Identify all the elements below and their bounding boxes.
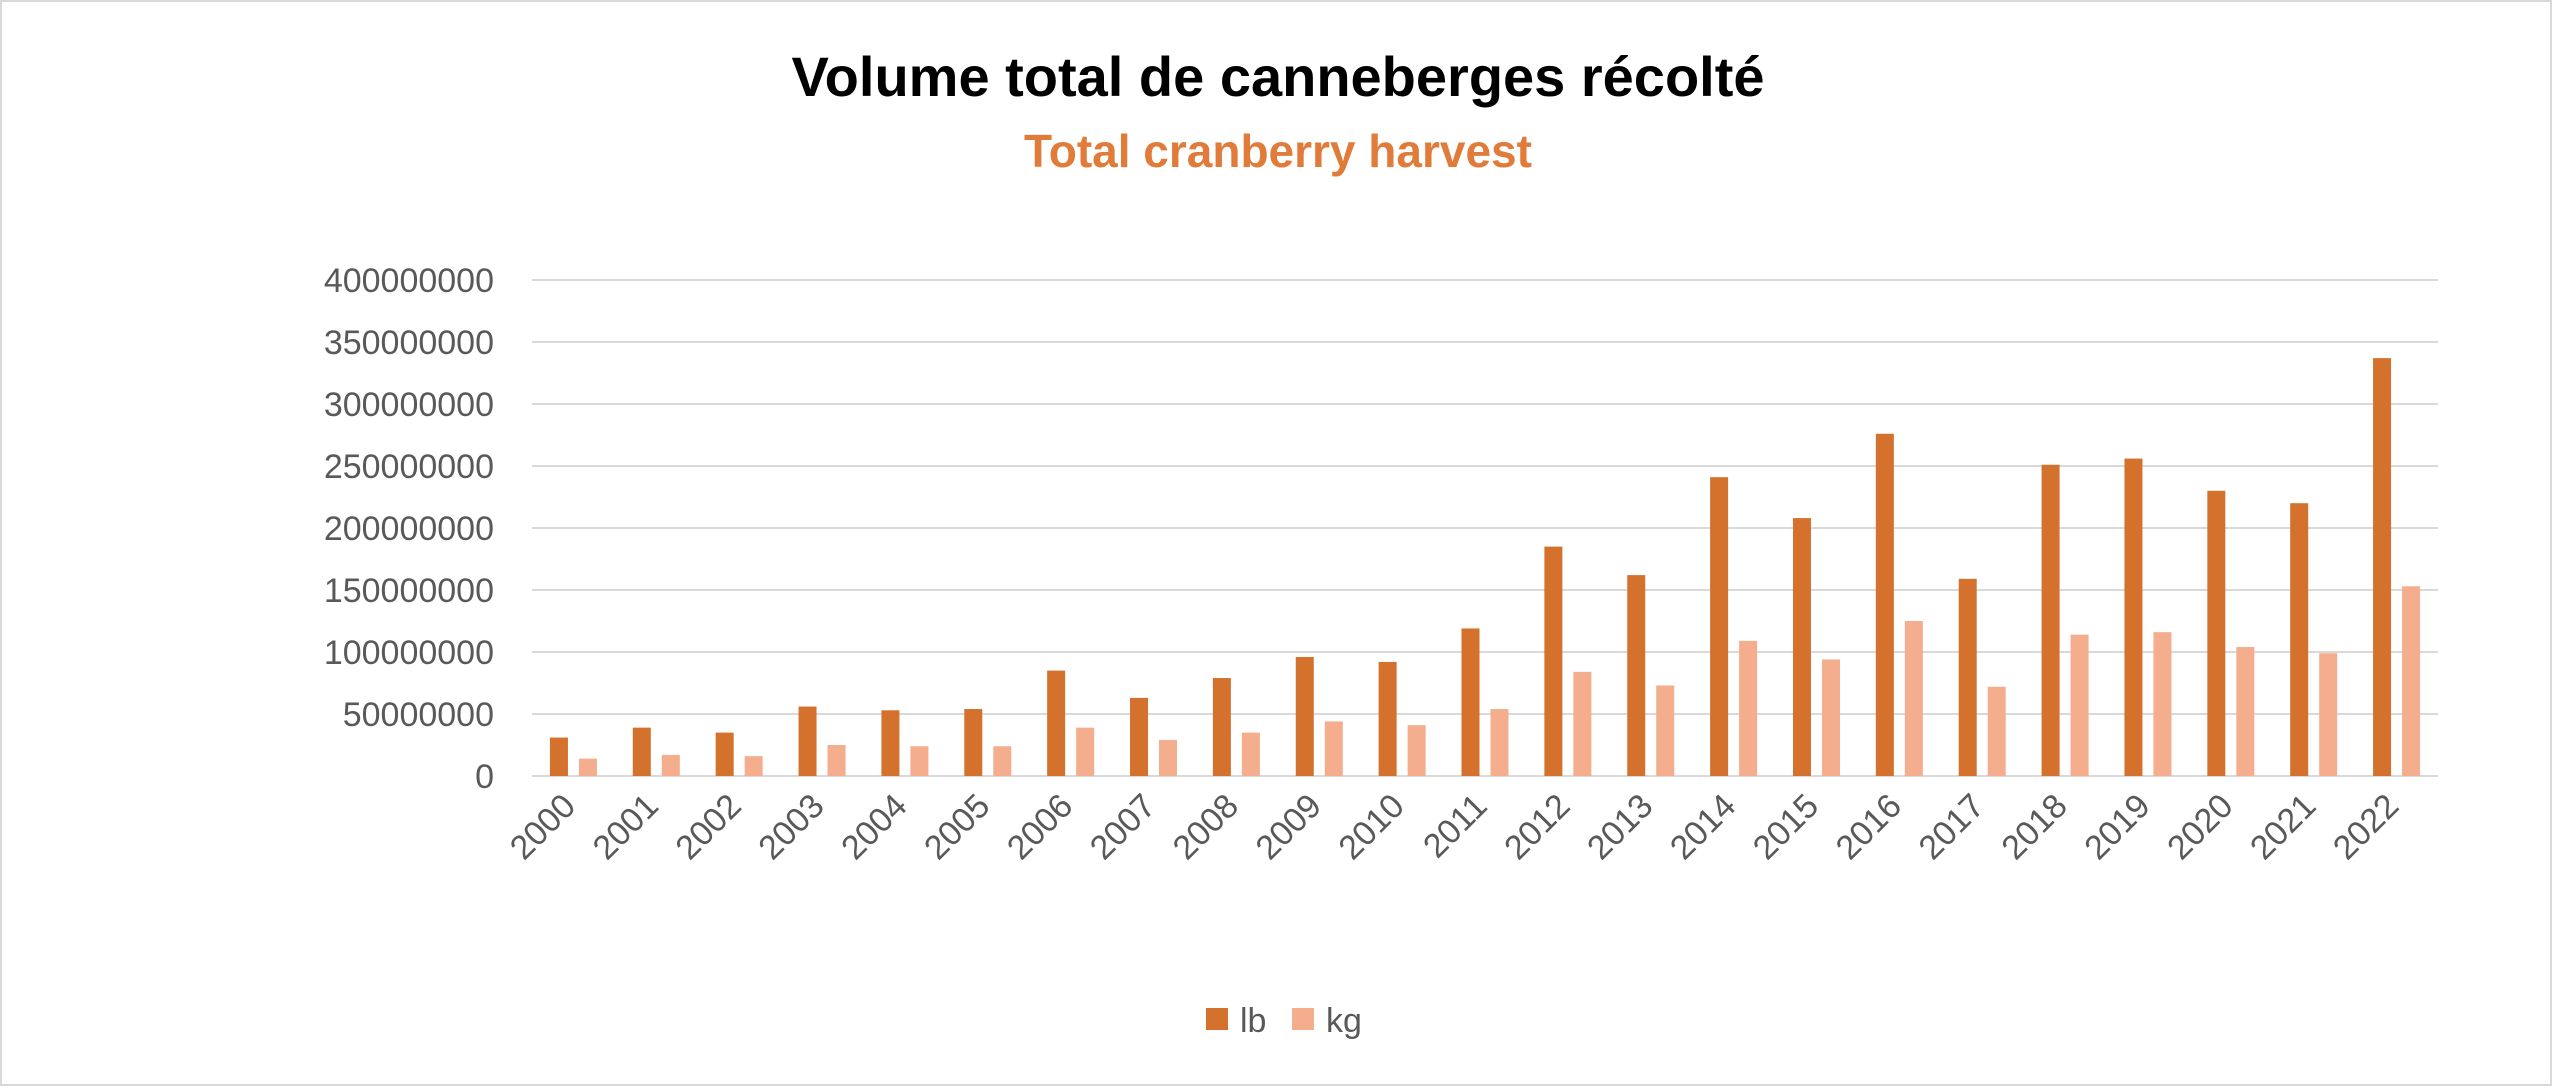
bar-kg-2003 xyxy=(827,745,846,776)
bar-lb-2009 xyxy=(1295,656,1314,776)
bar-kg-2006 xyxy=(1076,727,1095,776)
bar-kg-2017 xyxy=(1987,686,2006,776)
legend-label-kg: kg xyxy=(1326,1002,1362,1040)
bar-lb-2007 xyxy=(1130,697,1149,776)
gridlines xyxy=(532,279,2438,777)
legend: lb kg xyxy=(1206,1002,1362,1040)
bar-lb-2002 xyxy=(715,732,734,776)
y-tick-label: 200000000 xyxy=(324,510,494,548)
x-tick-label: 2021 xyxy=(2243,787,2323,867)
bar-lb-2019 xyxy=(2124,458,2143,776)
bar-kg-2005 xyxy=(993,746,1012,776)
bar-lb-2022 xyxy=(2373,358,2392,776)
bar-kg-2012 xyxy=(1573,671,1592,776)
x-tick-label: 2004 xyxy=(834,787,914,867)
x-tick-label: 2005 xyxy=(917,787,997,867)
bar-lb-2005 xyxy=(964,709,983,776)
bar-lb-2013 xyxy=(1627,575,1646,776)
x-tick-label: 2003 xyxy=(751,787,831,867)
chart-subtitle: Total cranberry harvest xyxy=(1024,125,1532,177)
bar-lb-2021 xyxy=(2290,503,2309,776)
x-tick-label: 2022 xyxy=(2326,787,2406,867)
x-tick-label: 2000 xyxy=(503,787,583,867)
x-tick-label: 2020 xyxy=(2160,787,2240,867)
y-axis-tick-labels: 0 50000000 100000000 150000000 200000000 2500… xyxy=(324,262,494,796)
legend-swatch-lb xyxy=(1206,1008,1228,1030)
bar-lb-2000 xyxy=(549,737,568,776)
bar-kg-2014 xyxy=(1739,640,1758,776)
y-tick-label: 250000000 xyxy=(324,448,494,486)
x-tick-label: 2019 xyxy=(2077,787,2157,867)
x-tick-label: 2017 xyxy=(1912,787,1992,867)
bar-kg-2007 xyxy=(1159,740,1178,776)
legend-label-lb: lb xyxy=(1240,1002,1266,1040)
bar-kg-2013 xyxy=(1656,685,1675,776)
bar-lb-2011 xyxy=(1461,628,1480,776)
bar-lb-2010 xyxy=(1378,661,1397,776)
y-tick-label: 300000000 xyxy=(324,386,494,424)
x-tick-label: 2009 xyxy=(1249,787,1329,867)
bar-kg-2002 xyxy=(744,756,763,776)
x-tick-label: 2001 xyxy=(586,787,666,867)
y-tick-label: 350000000 xyxy=(324,324,494,362)
y-tick-label: 50000000 xyxy=(343,696,494,734)
bar-kg-2009 xyxy=(1324,721,1343,776)
bar-lb-2014 xyxy=(1710,477,1729,776)
bar-kg-2021 xyxy=(2319,653,2338,776)
y-tick-label: 0 xyxy=(475,758,494,796)
bar-kg-2011 xyxy=(1490,709,1509,776)
bar-lb-2008 xyxy=(1212,678,1231,776)
bar-kg-2001 xyxy=(661,754,680,776)
x-tick-label: 2007 xyxy=(1083,787,1163,867)
bar-lb-2012 xyxy=(1544,546,1563,776)
x-tick-label: 2006 xyxy=(1000,787,1080,867)
bar-kg-2022 xyxy=(2402,586,2421,776)
bar-kg-2000 xyxy=(578,758,597,776)
bar-lb-2015 xyxy=(1792,518,1811,776)
bar-lb-2018 xyxy=(2041,464,2060,776)
bar-lb-2006 xyxy=(1047,670,1066,776)
bars xyxy=(549,358,2421,776)
bar-lb-2017 xyxy=(1958,578,1977,776)
bar-kg-2010 xyxy=(1407,725,1426,776)
x-axis-tick-labels: 2000 2001 2002 2003 2004 2005 2006 2007 2008 2009… xyxy=(503,787,2406,867)
x-tick-label: 2014 xyxy=(1663,787,1743,867)
y-tick-label: 400000000 xyxy=(324,262,494,300)
y-tick-label: 150000000 xyxy=(324,572,494,610)
x-tick-label: 2002 xyxy=(668,787,748,867)
x-tick-label: 2008 xyxy=(1166,787,1246,867)
x-tick-label: 2016 xyxy=(1829,787,1909,867)
chart-title: Volume total de canneberges récolté xyxy=(791,45,1764,108)
x-tick-label: 2015 xyxy=(1746,787,1826,867)
bar-lb-2016 xyxy=(1875,433,1894,776)
y-tick-label: 100000000 xyxy=(324,634,494,672)
bar-lb-2004 xyxy=(881,710,900,776)
x-tick-label: 2013 xyxy=(1580,787,1660,867)
bar-kg-2020 xyxy=(2236,647,2255,776)
x-tick-label: 2012 xyxy=(1497,787,1577,867)
legend-swatch-kg xyxy=(1292,1008,1314,1030)
bar-kg-2008 xyxy=(1241,732,1260,776)
bar-lb-2001 xyxy=(632,727,651,776)
bar-kg-2016 xyxy=(1904,621,1923,776)
bar-lb-2003 xyxy=(798,706,817,776)
bar-kg-2015 xyxy=(1821,659,1840,776)
bar-kg-2004 xyxy=(910,746,929,776)
x-tick-label: 2018 xyxy=(1994,787,2074,867)
bar-kg-2018 xyxy=(2070,634,2089,776)
x-tick-label: 2011 xyxy=(1416,787,1495,866)
bar-kg-2019 xyxy=(2153,632,2172,776)
x-tick-label: 2010 xyxy=(1331,787,1411,867)
bar-lb-2020 xyxy=(2207,490,2226,776)
